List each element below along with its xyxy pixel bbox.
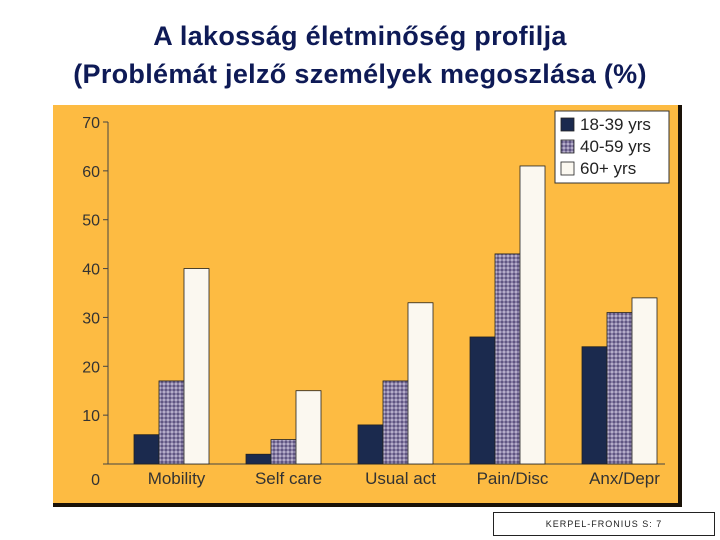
bar-mobility-3 [183, 268, 210, 465]
y-tick-label: 60 [82, 164, 100, 181]
y-tick-label: 30 [82, 310, 100, 327]
y-tick-label: 50 [82, 213, 100, 230]
footer-credit: KERPEL-FRONIUS S: 7 [493, 512, 715, 536]
x-tick-label: Usual act [365, 469, 436, 488]
bars-group [133, 165, 658, 465]
bar-self-care-2 [270, 439, 297, 465]
bar-anx-depr-2 [606, 312, 633, 465]
y-tick-label: 70 [82, 115, 100, 132]
bar-usual-act-1 [357, 424, 384, 465]
legend-label: 18-39 yrs [580, 115, 651, 134]
legend-swatch [560, 139, 575, 154]
x-tick-label: Pain/Disc [477, 469, 549, 488]
x-tick-label: Mobility [148, 469, 206, 488]
y-tick-label: 20 [82, 359, 100, 376]
x-axis-labels: Mobility Self care Usual act Pain/Disc Anx/D… [148, 469, 661, 488]
bar-anx-depr-1 [581, 346, 608, 465]
legend-swatch [560, 161, 575, 176]
bar-anx-depr-3 [631, 297, 658, 465]
bar-mobility-2 [158, 380, 185, 465]
chart-title-line-2: (Problémát jelző személyek megoszlása (%… [73, 59, 647, 89]
bar-usual-act-2 [382, 380, 409, 465]
legend-label: 40-59 yrs [580, 137, 651, 156]
legend-label: 60+ yrs [580, 159, 636, 178]
bar-self-care-3 [295, 390, 322, 465]
x-tick-label: Anx/Depr [589, 469, 660, 488]
bar-mobility-1 [133, 434, 160, 465]
bar-pain-disc-3 [519, 165, 546, 465]
legend: 18-39 yrs 40-59 yrs 60+ yrs [554, 110, 670, 184]
bar-usual-act-3 [407, 302, 434, 465]
bar-pain-disc-1 [469, 336, 496, 465]
y-tick-label: 0 [91, 472, 100, 489]
chart-title-line-1: A lakosság életminőség profilja [153, 21, 567, 51]
x-tick-label: Self care [255, 469, 322, 488]
bar-self-care-1 [245, 453, 272, 465]
y-tick-label: 40 [82, 262, 100, 279]
y-tick-label: 10 [82, 408, 100, 425]
legend-swatch [560, 117, 575, 132]
bar-chart: 0 10 20 30 40 50 60 70 Mobility Self care Usual a… [82, 110, 670, 489]
bar-pain-disc-2 [494, 253, 521, 465]
